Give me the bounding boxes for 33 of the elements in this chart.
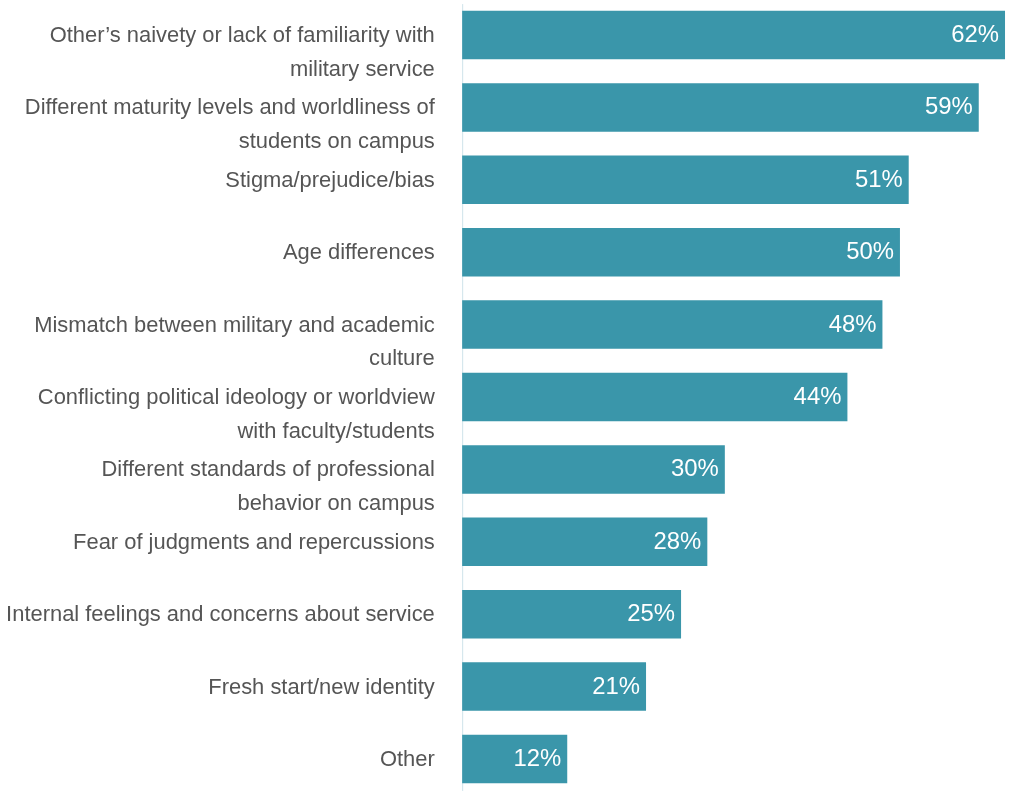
y-tick-label: Other xyxy=(379,745,435,771)
y-tick-label: Fear of judgments and repercussions xyxy=(73,528,435,554)
data-label: 28% xyxy=(653,526,702,554)
y-tick-label: Different standards of professional behavior on campus xyxy=(101,456,435,516)
data-label: 30% xyxy=(671,454,719,482)
y-tick-label: Mismatch between military and academic culture xyxy=(34,311,435,371)
y-tick-label: Different maturity levels and worldliness of students on campus xyxy=(24,94,436,154)
data-label: 44% xyxy=(793,381,842,409)
data-label: 48% xyxy=(828,309,877,337)
bar xyxy=(462,734,568,784)
bar xyxy=(462,662,647,711)
y-tick-label: Stigma/prejudice/bias xyxy=(225,166,435,192)
bar xyxy=(462,372,848,422)
y-tick-label: Age differences xyxy=(282,239,435,265)
data-label: 59% xyxy=(924,92,973,120)
data-label: 50% xyxy=(846,237,894,265)
y-tick-label: Other’s naivety or lack of familiarity with military service xyxy=(49,22,435,81)
bar xyxy=(462,300,883,349)
bar xyxy=(462,589,682,639)
bar xyxy=(462,517,708,567)
bar xyxy=(462,227,900,277)
bar xyxy=(462,155,909,205)
data-label: 62% xyxy=(951,20,1000,48)
y-tick-label: Conflicting political ideology or worldview with faculty/students xyxy=(37,383,435,443)
y-tick-label: Internal feelings and concerns about service xyxy=(6,601,435,627)
bar xyxy=(462,10,1006,60)
data-label: 12% xyxy=(513,743,562,771)
bar xyxy=(462,445,725,494)
data-label: 21% xyxy=(592,671,641,699)
data-label: 25% xyxy=(627,599,676,627)
bar xyxy=(462,83,979,132)
data-label: 51% xyxy=(854,164,903,192)
y-tick-label: Fresh start/new identity xyxy=(208,673,435,699)
